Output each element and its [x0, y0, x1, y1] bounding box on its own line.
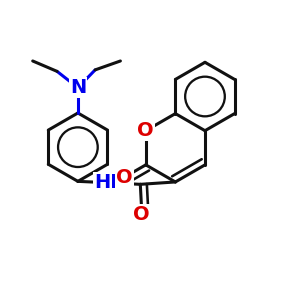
- Text: O: O: [137, 121, 154, 140]
- Text: N: N: [70, 78, 86, 97]
- Text: O: O: [134, 206, 150, 224]
- Text: HN: HN: [94, 173, 127, 192]
- Text: O: O: [116, 167, 133, 187]
